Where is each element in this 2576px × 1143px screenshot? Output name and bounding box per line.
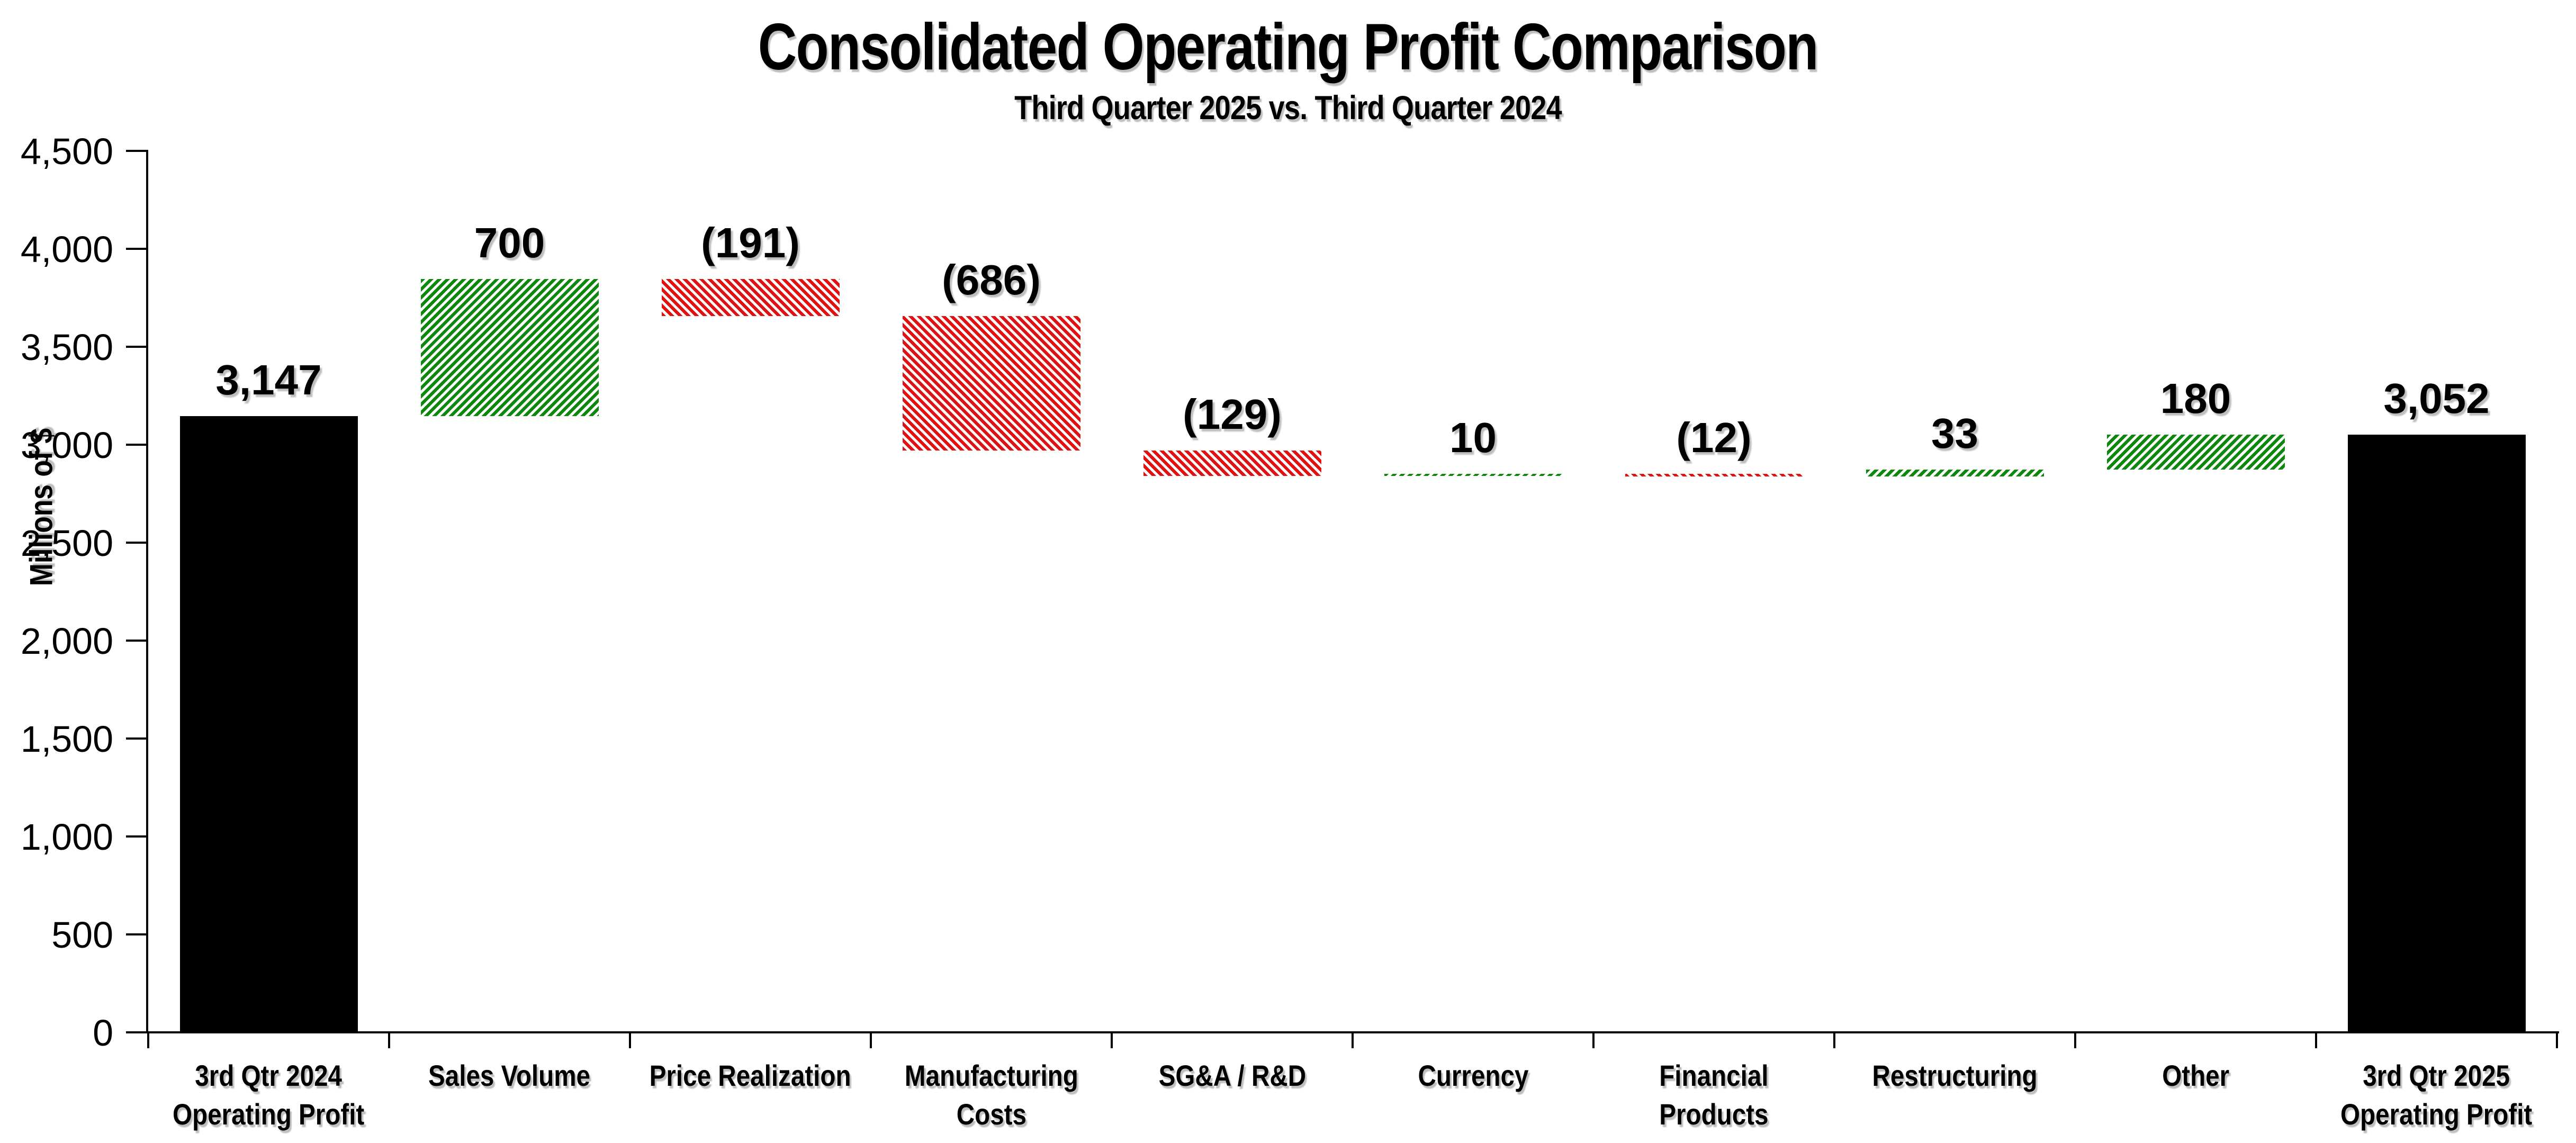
y-tick-label: 4,500 bbox=[20, 131, 113, 172]
y-tick-label: 3,000 bbox=[20, 425, 113, 466]
x-category-label-text: Restructuring bbox=[1872, 1059, 2038, 1092]
y-tick-mark bbox=[126, 346, 148, 348]
bar-value-label-financial-products: (12) bbox=[1676, 414, 1752, 462]
bar-value-label-manufacturing-costs: (686) bbox=[942, 256, 1041, 304]
y-tick-label: 4,000 bbox=[20, 229, 113, 270]
bar-3rd-qtr-2024-operating-profit bbox=[179, 416, 358, 1032]
x-category-label-sg-a-r-d: SG&A / R&D bbox=[1112, 1057, 1353, 1095]
y-tick-mark bbox=[126, 640, 148, 642]
y-tick-mark bbox=[126, 933, 148, 935]
x-category-label-text: SG&A / R&D bbox=[1158, 1059, 1306, 1092]
x-category-label-3rd-qtr-2024-operating-profit: 3rd Qtr 2024 Operating Profit bbox=[148, 1057, 389, 1134]
bar-sg-a-r-d bbox=[1143, 451, 1321, 476]
bar-sales-volume bbox=[420, 278, 599, 416]
chart-title-row: Consolidated Operating Profit Comparison bbox=[0, 10, 2576, 85]
x-tick-mark bbox=[1833, 1032, 1835, 1048]
bar-value-label-currency: 10 bbox=[1449, 414, 1497, 462]
x-category-label-other: Other bbox=[2075, 1057, 2316, 1095]
x-tick-mark bbox=[870, 1032, 872, 1048]
y-tick-label: 500 bbox=[51, 914, 113, 956]
y-tick-label: 1,000 bbox=[20, 816, 113, 858]
y-tick-mark bbox=[126, 444, 148, 446]
chart-subtitle-row: Third Quarter 2025 vs. Third Quarter 202… bbox=[0, 89, 2576, 127]
bar-value-label-restructuring: 33 bbox=[1931, 410, 1978, 457]
x-category-label-text: Price Realization bbox=[650, 1059, 851, 1092]
x-category-label-restructuring: Restructuring bbox=[1834, 1057, 2075, 1095]
x-tick-mark bbox=[388, 1032, 390, 1048]
bar-value-label-3rd-qtr-2025-operating-profit: 3,052 bbox=[2383, 374, 2490, 422]
x-category-label-financial-products: Financial Products bbox=[1593, 1057, 1834, 1134]
bar-value-label-price-realization: (191) bbox=[701, 219, 800, 266]
y-tick-label: 1,500 bbox=[20, 718, 113, 760]
y-tick-mark bbox=[126, 150, 148, 152]
bar-restructuring bbox=[1866, 470, 2044, 476]
x-category-label-currency: Currency bbox=[1353, 1057, 1593, 1095]
x-tick-mark bbox=[1352, 1032, 1354, 1048]
y-tick-mark bbox=[126, 1031, 148, 1033]
x-tick-mark bbox=[629, 1032, 631, 1048]
x-category-label-text: Currency bbox=[1418, 1059, 1528, 1092]
x-tick-mark bbox=[2315, 1032, 2317, 1048]
x-tick-mark bbox=[2074, 1032, 2076, 1048]
x-category-label-sales-volume: Sales Volume bbox=[389, 1057, 630, 1095]
x-category-label-text: Manufacturing Costs bbox=[904, 1059, 1078, 1131]
x-tick-mark bbox=[1111, 1032, 1113, 1048]
y-tick-mark bbox=[126, 248, 148, 250]
bar-currency bbox=[1384, 474, 1562, 476]
x-category-label-text: Other bbox=[2162, 1059, 2229, 1092]
x-category-label-3rd-qtr-2025-operating-profit: 3rd Qtr 2025 Operating Profit bbox=[2316, 1057, 2557, 1134]
y-tick-mark bbox=[126, 835, 148, 838]
bar-financial-products bbox=[1625, 474, 1803, 476]
x-tick-mark bbox=[1592, 1032, 1595, 1048]
y-tick-label: 2,500 bbox=[20, 523, 113, 564]
y-tick-mark bbox=[126, 737, 148, 740]
chart-subtitle: Third Quarter 2025 vs. Third Quarter 202… bbox=[1014, 89, 1562, 127]
y-tick-label: 0 bbox=[93, 1012, 113, 1054]
bar-value-label-sg-a-r-d: (129) bbox=[1183, 391, 1282, 438]
x-category-label-price-realization: Price Realization bbox=[630, 1057, 871, 1095]
bar-3rd-qtr-2025-operating-profit bbox=[2347, 434, 2526, 1032]
y-axis-line bbox=[146, 151, 148, 1033]
x-category-label-text: Financial Products bbox=[1659, 1059, 1769, 1131]
bar-value-label-sales-volume: 700 bbox=[474, 219, 545, 266]
x-category-label-text: Sales Volume bbox=[428, 1059, 591, 1092]
x-category-label-manufacturing-costs: Manufacturing Costs bbox=[871, 1057, 1112, 1134]
chart-title: Consolidated Operating Profit Comparison bbox=[758, 11, 1819, 84]
bar-price-realization bbox=[661, 278, 840, 317]
y-tick-label: 3,500 bbox=[20, 327, 113, 368]
x-category-label-text: 3rd Qtr 2025 Operating Profit bbox=[2340, 1059, 2533, 1131]
x-tick-mark bbox=[147, 1032, 149, 1048]
x-category-label-text: 3rd Qtr 2024 Operating Profit bbox=[173, 1059, 365, 1131]
bar-value-label-other: 180 bbox=[2160, 374, 2231, 422]
y-tick-label: 2,000 bbox=[20, 620, 113, 662]
x-tick-mark bbox=[2556, 1032, 2558, 1048]
bar-manufacturing-costs bbox=[902, 316, 1080, 451]
bar-value-label-3rd-qtr-2024-operating-profit: 3,147 bbox=[215, 356, 322, 403]
bar-other bbox=[2106, 434, 2285, 470]
y-tick-mark bbox=[126, 542, 148, 544]
